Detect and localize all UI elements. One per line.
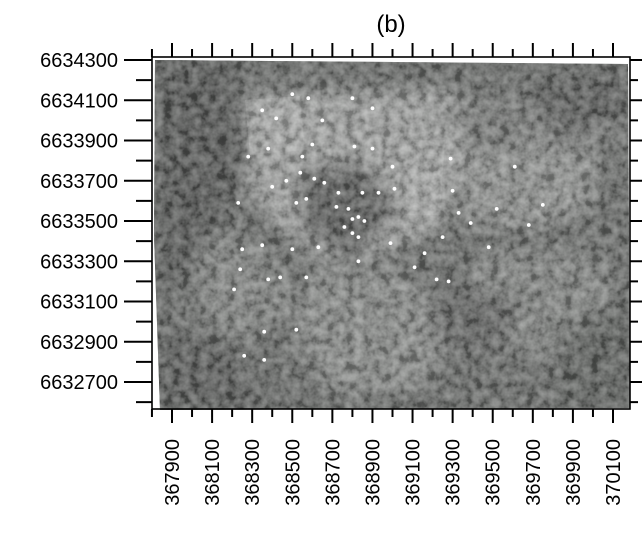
data-point bbox=[370, 146, 375, 151]
data-point bbox=[450, 188, 455, 193]
data-point bbox=[312, 176, 317, 181]
data-point bbox=[336, 190, 341, 195]
data-point bbox=[270, 184, 275, 189]
data-point bbox=[310, 142, 315, 147]
data-point bbox=[446, 279, 451, 284]
data-point bbox=[334, 205, 339, 209]
data-point bbox=[232, 287, 237, 292]
y-tick-label: 6633100 bbox=[40, 292, 118, 314]
data-point bbox=[294, 201, 299, 205]
x-tick-label: 368500 bbox=[282, 439, 304, 506]
data-point bbox=[246, 154, 251, 159]
x-tick-label: 369300 bbox=[443, 439, 465, 506]
data-point bbox=[290, 247, 295, 252]
data-point bbox=[468, 221, 473, 225]
y-tick-label: 6633300 bbox=[40, 251, 118, 273]
data-point bbox=[320, 118, 325, 123]
data-point bbox=[266, 277, 271, 282]
y-tick-label: 6634100 bbox=[40, 90, 118, 112]
data-point bbox=[422, 251, 427, 256]
data-point bbox=[376, 190, 381, 195]
data-point bbox=[316, 245, 321, 250]
data-point bbox=[260, 108, 265, 113]
data-point bbox=[274, 116, 279, 121]
data-point bbox=[350, 217, 355, 221]
x-tick-label: 369700 bbox=[523, 439, 545, 506]
x-tick-label: 369900 bbox=[563, 439, 585, 506]
data-point bbox=[262, 358, 267, 362]
data-point bbox=[486, 245, 491, 250]
data-point bbox=[356, 215, 361, 219]
data-point bbox=[434, 277, 439, 282]
x-tick-label: 369100 bbox=[403, 439, 425, 506]
data-point bbox=[494, 207, 499, 211]
data-point bbox=[412, 265, 417, 270]
data-point bbox=[304, 275, 309, 280]
x-tick-label: 368700 bbox=[322, 439, 344, 506]
data-point bbox=[298, 170, 303, 175]
data-point bbox=[388, 241, 393, 246]
x-tick-label: 368900 bbox=[362, 439, 384, 506]
data-point bbox=[390, 164, 395, 169]
data-point bbox=[362, 219, 367, 223]
data-point bbox=[350, 231, 355, 236]
data-point bbox=[356, 259, 361, 264]
x-tick-label: 370100 bbox=[603, 439, 625, 506]
data-point bbox=[440, 235, 445, 240]
data-point bbox=[512, 164, 517, 169]
x-axis-tick-labels: 367900 368100 368300 368500 368700 368900 3691… bbox=[162, 439, 625, 506]
data-point bbox=[304, 197, 309, 201]
data-point bbox=[242, 353, 247, 358]
data-point bbox=[240, 247, 245, 252]
data-point bbox=[294, 327, 299, 332]
data-point bbox=[342, 225, 347, 229]
data-point bbox=[306, 96, 311, 101]
x-tick-label: 367900 bbox=[162, 439, 184, 506]
data-point bbox=[540, 203, 545, 207]
data-point bbox=[346, 207, 351, 211]
x-tick-label: 368300 bbox=[242, 439, 264, 506]
data-point bbox=[370, 106, 375, 111]
data-point bbox=[456, 211, 461, 215]
y-tick-label: 6633500 bbox=[40, 211, 118, 233]
x-tick-label: 368100 bbox=[202, 439, 224, 506]
data-point bbox=[290, 92, 295, 97]
y-tick-label: 6633900 bbox=[40, 131, 118, 153]
chart-title: (b) bbox=[376, 11, 405, 38]
data-point bbox=[284, 178, 289, 183]
data-point bbox=[266, 146, 271, 151]
aerial-photo bbox=[154, 60, 630, 410]
data-point bbox=[356, 235, 361, 240]
plot-frame bbox=[151, 56, 631, 410]
data-point bbox=[278, 275, 283, 280]
y-axis-tick-labels: 6634300 6634100 6633900 6633700 6633500 66333… bbox=[40, 50, 118, 394]
data-point bbox=[448, 156, 453, 161]
data-point bbox=[352, 144, 357, 149]
y-tick-label: 6632900 bbox=[40, 332, 118, 354]
y-tick-label: 6634300 bbox=[40, 50, 118, 72]
data-point bbox=[322, 180, 327, 185]
data-point bbox=[392, 186, 397, 191]
y-tick-label: 6633700 bbox=[40, 171, 118, 193]
data-point bbox=[260, 243, 265, 248]
data-point bbox=[238, 267, 243, 272]
data-point bbox=[262, 329, 267, 334]
x-tick-label: 369500 bbox=[483, 439, 505, 506]
data-point bbox=[300, 154, 305, 159]
y-tick-label: 6632700 bbox=[40, 372, 118, 394]
data-point bbox=[236, 201, 241, 205]
sample-points bbox=[232, 92, 545, 362]
data-point bbox=[350, 96, 355, 101]
data-point bbox=[526, 223, 531, 227]
data-point bbox=[360, 190, 365, 195]
